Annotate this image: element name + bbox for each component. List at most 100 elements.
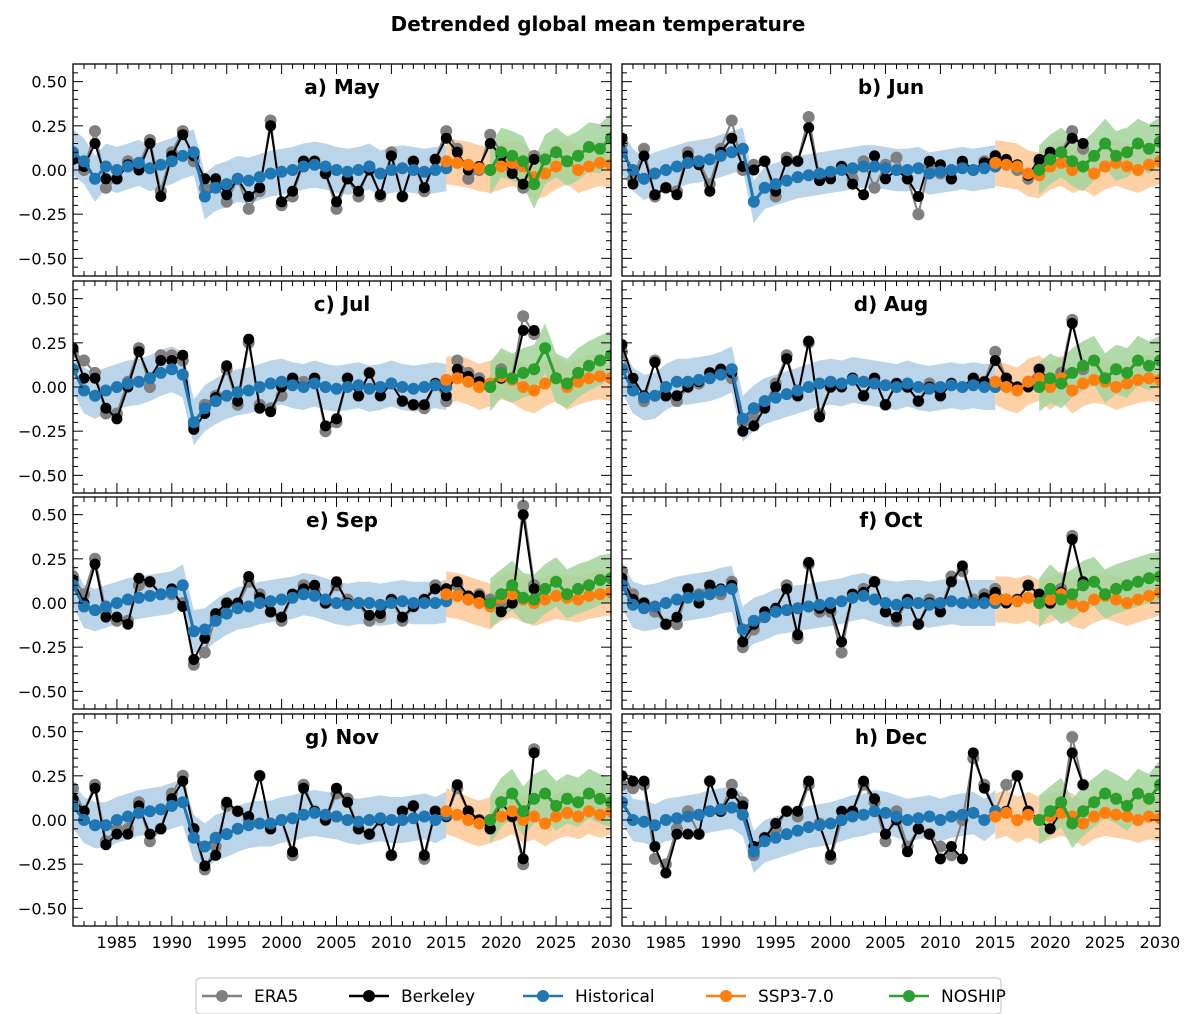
berkeley-point	[912, 395, 924, 407]
historical-point	[747, 614, 760, 627]
ssp-point	[1000, 158, 1013, 171]
ssp-point	[1066, 384, 1079, 397]
historical-point	[857, 160, 870, 173]
y-tick-label: 0.50	[31, 73, 67, 92]
historical-point	[308, 589, 321, 602]
berkeley-point	[276, 611, 288, 623]
historical-point	[670, 375, 683, 388]
berkeley-point	[880, 828, 891, 840]
historical-point	[868, 377, 881, 390]
historical-point	[209, 831, 222, 844]
historical-point	[901, 377, 914, 390]
historical-point	[890, 164, 903, 176]
noship-point	[605, 132, 611, 145]
historical-point	[396, 381, 409, 393]
historical-point	[638, 815, 650, 828]
historical-point	[231, 172, 244, 185]
ssp-point	[1154, 586, 1160, 599]
historical-point	[242, 819, 255, 832]
legend-label: Historical	[575, 987, 655, 1007]
historical-point	[418, 165, 431, 178]
berkeley-point	[902, 846, 913, 858]
historical-point	[736, 142, 749, 155]
ssp-point	[473, 597, 486, 609]
berkeley-point	[144, 138, 156, 149]
ssp-point	[462, 158, 475, 171]
historical-point	[341, 814, 354, 826]
berkeley-point	[627, 178, 639, 190]
berkeley-point	[704, 775, 716, 787]
ssp-point	[451, 372, 464, 385]
y-tick-label: 0.50	[31, 290, 67, 309]
historical-point	[978, 814, 991, 826]
ssp-point	[539, 377, 552, 390]
historical-point	[967, 806, 980, 819]
x-tick-label: 1990	[700, 933, 741, 952]
era5-point	[725, 778, 738, 791]
berkeley-point	[111, 413, 123, 425]
berkeley-point	[298, 782, 310, 794]
ssp-point	[539, 817, 552, 830]
noship-point	[1099, 372, 1112, 385]
berkeley-point	[770, 818, 782, 829]
historical-point	[341, 165, 354, 178]
historical-point	[242, 174, 255, 187]
berkeley-point	[781, 583, 793, 595]
historical-point	[132, 806, 145, 819]
historical-point	[121, 160, 134, 173]
berkeley-point	[1000, 372, 1012, 384]
era5-point	[802, 111, 815, 123]
historical-point	[396, 595, 409, 608]
berkeley-point	[418, 182, 430, 194]
ssp-point	[572, 164, 585, 176]
historical-point	[978, 162, 991, 175]
historical-point	[945, 810, 958, 823]
x-tick-label: 2005	[316, 933, 357, 952]
berkeley-point	[923, 155, 935, 167]
panel-title: e) Sep	[306, 508, 378, 532]
historical-point	[670, 160, 683, 173]
historical-point	[846, 162, 859, 175]
ticks	[622, 281, 1161, 493]
historical-point	[374, 598, 387, 611]
historical-point	[275, 814, 288, 826]
ssp-point	[1022, 591, 1035, 604]
historical-point	[912, 812, 925, 825]
era5-point	[78, 354, 90, 367]
historical-point	[813, 598, 826, 611]
berkeley-point	[803, 122, 815, 134]
berkeley-point	[374, 189, 386, 201]
ssp-point	[1000, 593, 1013, 606]
berkeley-point	[440, 132, 452, 144]
berkeley-point	[528, 747, 540, 759]
berkeley-point	[649, 356, 661, 368]
historical-point	[824, 165, 837, 178]
noship-point	[1121, 799, 1134, 812]
historical-point	[198, 840, 211, 853]
noship-point	[1044, 153, 1057, 166]
berkeley-point	[517, 853, 529, 865]
noship-point	[1132, 354, 1144, 367]
berkeley-point	[528, 583, 540, 595]
noship-point	[594, 574, 606, 586]
historical-point	[99, 160, 112, 173]
berkeley-point	[331, 576, 342, 588]
berkeley-point	[945, 841, 957, 852]
historical-point	[176, 149, 189, 162]
historical-point	[769, 178, 782, 191]
historical-point	[956, 162, 969, 175]
historical-band	[73, 346, 447, 446]
historical-point	[154, 158, 167, 171]
historical-point	[396, 814, 409, 826]
historical-point	[791, 384, 804, 397]
historical-point	[769, 391, 782, 404]
berkeley-point	[363, 828, 375, 840]
era5-point	[99, 181, 112, 194]
noship-point	[495, 796, 508, 809]
historical-point	[835, 377, 848, 390]
berkeley-point	[649, 189, 661, 201]
berkeley-point	[353, 185, 364, 197]
ssp-point	[1099, 160, 1112, 173]
noship-point	[1066, 817, 1079, 830]
historical-point	[187, 416, 200, 429]
